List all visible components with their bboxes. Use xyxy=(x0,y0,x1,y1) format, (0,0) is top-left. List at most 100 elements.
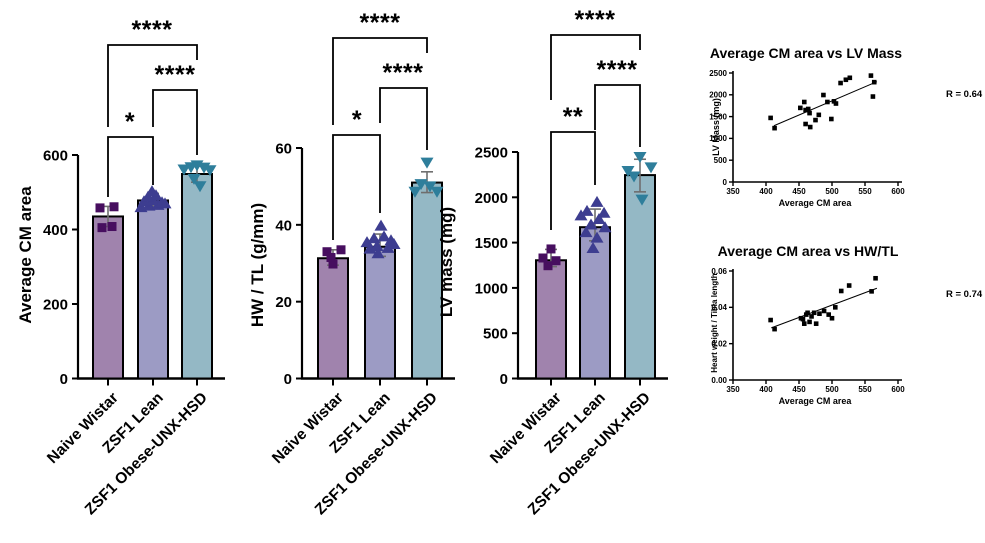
sig-bracket xyxy=(379,87,428,150)
scatter-y-tick-label: 2000 xyxy=(709,91,727,100)
scatter-point xyxy=(821,308,827,314)
scatter-point xyxy=(805,106,811,112)
sig-bracket xyxy=(332,134,381,240)
scatter-point xyxy=(807,124,813,130)
scatter-point xyxy=(868,73,874,78)
data-point xyxy=(155,196,169,208)
r-value-label: R = 0.64 xyxy=(946,89,983,100)
bar xyxy=(137,199,169,380)
scatter-x-tick-label: 550 xyxy=(858,385,872,394)
y-tick-label: 400 xyxy=(43,222,68,239)
bar xyxy=(92,215,124,380)
scatter-point xyxy=(829,315,835,321)
scatter-y-tick-label: 0 xyxy=(723,178,728,187)
data-point xyxy=(590,231,604,243)
y-tick-label: 0 xyxy=(500,371,508,388)
sig-bracket xyxy=(550,34,641,100)
data-point xyxy=(145,185,159,197)
y-axis-title: LV Mass (mg) xyxy=(711,98,721,156)
data-point xyxy=(370,239,384,251)
data-point xyxy=(633,151,647,163)
category-label: Naive Wistar xyxy=(269,389,347,467)
scatter-point xyxy=(869,289,874,294)
scatter-x-tick-label: 600 xyxy=(891,385,905,394)
scatter-x-tick-label: 400 xyxy=(759,385,773,394)
data-point xyxy=(193,181,207,193)
scatter-point xyxy=(846,283,852,288)
scatter-title: Average CM area vs HW/TL xyxy=(718,243,899,259)
bar xyxy=(411,181,443,380)
scatter-point xyxy=(800,316,806,322)
scatter-x-tick-label: 550 xyxy=(858,187,872,196)
data-point xyxy=(580,204,594,216)
bar xyxy=(624,174,656,380)
scatter-point xyxy=(803,121,808,127)
scatter-point xyxy=(826,312,831,317)
scatter-point xyxy=(768,317,773,323)
scatter-point xyxy=(801,321,807,326)
data-point xyxy=(598,221,612,233)
y-axis-title: LV mass (mg) xyxy=(437,207,456,317)
data-point xyxy=(408,186,422,198)
scatter-point xyxy=(809,314,814,319)
data-point xyxy=(574,209,588,221)
scatter-point xyxy=(811,310,817,316)
data-point xyxy=(387,238,401,250)
y-tick-label: 2000 xyxy=(475,190,508,207)
scatter-point xyxy=(838,80,843,86)
data-point xyxy=(635,194,649,206)
y-tick-label: 60 xyxy=(275,141,292,158)
y-tick-label: 500 xyxy=(483,326,508,343)
sig-bracket xyxy=(550,131,596,230)
data-point xyxy=(538,253,548,263)
sig-label: **** xyxy=(383,59,424,87)
scatter-y-tick-label: 500 xyxy=(714,156,728,165)
scatter-x-tick-label: 450 xyxy=(792,187,806,196)
data-point xyxy=(95,203,105,213)
data-point xyxy=(97,223,107,233)
sig-bracket xyxy=(152,89,198,155)
y-tick-label: 600 xyxy=(43,148,68,165)
scatter-x-tick-label: 400 xyxy=(759,187,773,196)
data-point xyxy=(584,218,598,230)
scatter-point xyxy=(871,79,877,85)
scatter-x-tick-label: 600 xyxy=(891,187,905,196)
scatter-point xyxy=(838,288,844,294)
scatter-point xyxy=(813,117,818,123)
scatter-point xyxy=(805,310,810,316)
scatter-point xyxy=(772,326,777,332)
sig-label: **** xyxy=(597,56,638,84)
scatter-point xyxy=(772,125,777,131)
y-tick-label: 1000 xyxy=(475,280,508,297)
scatter-y-tick-label: 0.02 xyxy=(711,339,727,348)
scatter-y-tick-label: 0.00 xyxy=(711,376,727,385)
scatter-point xyxy=(807,110,812,116)
data-point xyxy=(627,171,641,183)
scatter-x-tick-label: 500 xyxy=(825,385,839,394)
sig-label: * xyxy=(352,106,362,134)
scatter-y-tick-label: 1000 xyxy=(709,134,727,143)
sig-label: **** xyxy=(155,61,196,89)
y-tick-label: 40 xyxy=(275,217,292,234)
y-tick-label: 200 xyxy=(43,297,68,314)
data-point xyxy=(377,230,391,242)
data-point xyxy=(177,164,191,176)
scatter-y-tick-label: 1500 xyxy=(709,112,727,121)
data-point xyxy=(371,247,385,259)
scatter-x-tick-label: 500 xyxy=(825,187,839,196)
data-point xyxy=(374,219,388,231)
data-point xyxy=(322,247,332,257)
data-point xyxy=(590,195,604,207)
data-point xyxy=(592,213,606,225)
scatter-point xyxy=(833,101,839,106)
data-point xyxy=(543,261,553,271)
sig-bracket xyxy=(332,37,428,125)
data-point xyxy=(420,157,434,169)
sig-label: **** xyxy=(360,9,401,37)
trend-line xyxy=(771,287,878,329)
scatter-point xyxy=(798,105,803,111)
scatter-point xyxy=(821,92,826,98)
data-point xyxy=(187,173,201,185)
